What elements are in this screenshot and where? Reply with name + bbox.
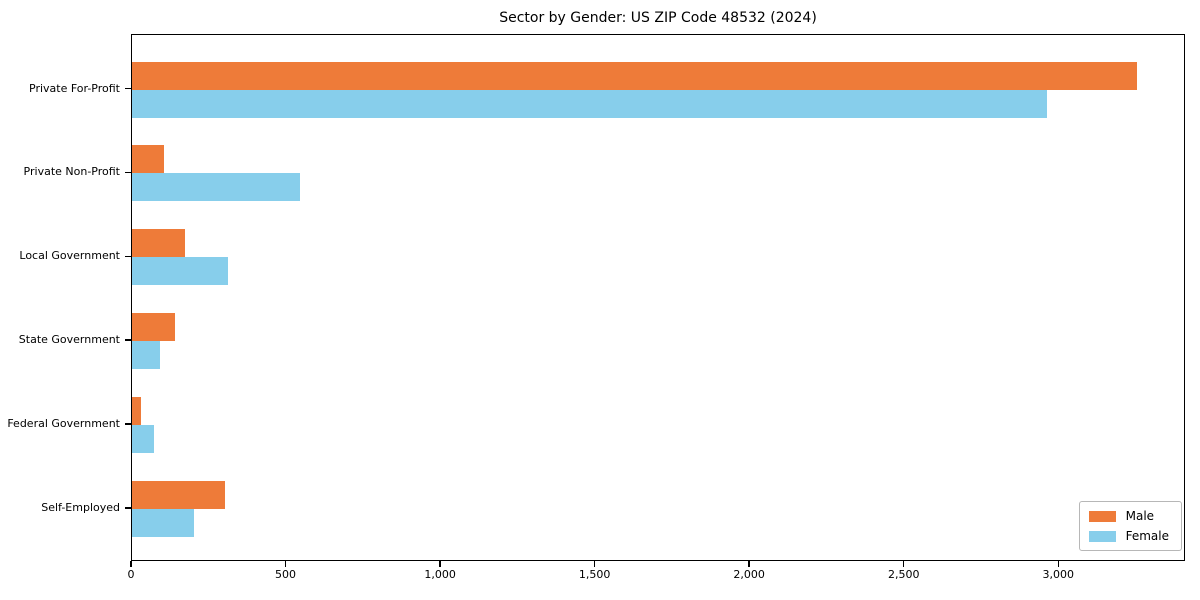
legend-swatch-female — [1088, 530, 1116, 542]
x-tick-label-500: 500 — [275, 568, 297, 581]
chart-title: Sector by Gender: US ZIP Code 48532 (202… — [499, 10, 817, 26]
legend-item-female: Female — [1088, 529, 1169, 543]
bar-male-private-for-profit — [132, 61, 1137, 90]
category-label-local-government: Local Government — [19, 249, 120, 263]
bar-male-state-government — [132, 313, 176, 342]
legend: Male Female — [1078, 501, 1182, 551]
legend-label-female: Female — [1125, 529, 1169, 543]
bar-male-federal-government — [132, 397, 142, 426]
x-tick-0 — [130, 561, 132, 567]
y-tick-private-non-profit — [125, 171, 131, 174]
category-label-private-non-profit: Private Non-Profit — [23, 165, 120, 179]
y-tick-local-government — [125, 255, 131, 258]
x-tick-label-1500: 1,500 — [578, 568, 611, 581]
bar-female-local-government — [132, 257, 228, 286]
plot-area — [131, 34, 1185, 561]
x-tick-1000 — [439, 561, 441, 567]
x-tick-label-2000: 2,000 — [733, 568, 765, 581]
bar-male-self-employed — [132, 481, 225, 509]
category-label-self-employed: Self-Employed — [41, 501, 120, 514]
bar-female-self-employed — [132, 509, 194, 537]
y-tick-self-employed — [125, 507, 131, 509]
y-tick-state-government — [125, 339, 131, 341]
x-tick-2500 — [902, 561, 905, 567]
y-tick-federal-government — [125, 423, 131, 425]
category-label-federal-government: Federal Government — [7, 417, 120, 431]
x-tick-500 — [284, 561, 287, 567]
y-tick-private-for-profit — [125, 87, 131, 90]
category-label-private-for-profit: Private For-Profit — [29, 81, 120, 95]
bar-female-state-government — [132, 341, 160, 370]
x-tick-label-3000: 3,000 — [1042, 568, 1075, 581]
bar-female-federal-government — [132, 425, 154, 454]
bar-female-private-for-profit — [132, 89, 1047, 118]
bar-male-local-government — [132, 229, 185, 258]
x-tick-label-1000: 1,000 — [424, 568, 456, 581]
x-tick-1500 — [593, 561, 596, 567]
x-tick-label-0: 0 — [127, 568, 135, 581]
x-tick-label-2500: 2,500 — [887, 568, 920, 581]
category-label-state-government: State Government — [18, 333, 120, 347]
legend-item-male: Male — [1088, 509, 1169, 523]
bar-male-private-non-profit — [132, 145, 165, 174]
x-tick-2000 — [748, 561, 750, 567]
legend-swatch-male — [1088, 510, 1116, 522]
legend-label-male: Male — [1125, 509, 1155, 523]
x-tick-3000 — [1057, 561, 1060, 567]
bar-female-private-non-profit — [132, 173, 301, 202]
